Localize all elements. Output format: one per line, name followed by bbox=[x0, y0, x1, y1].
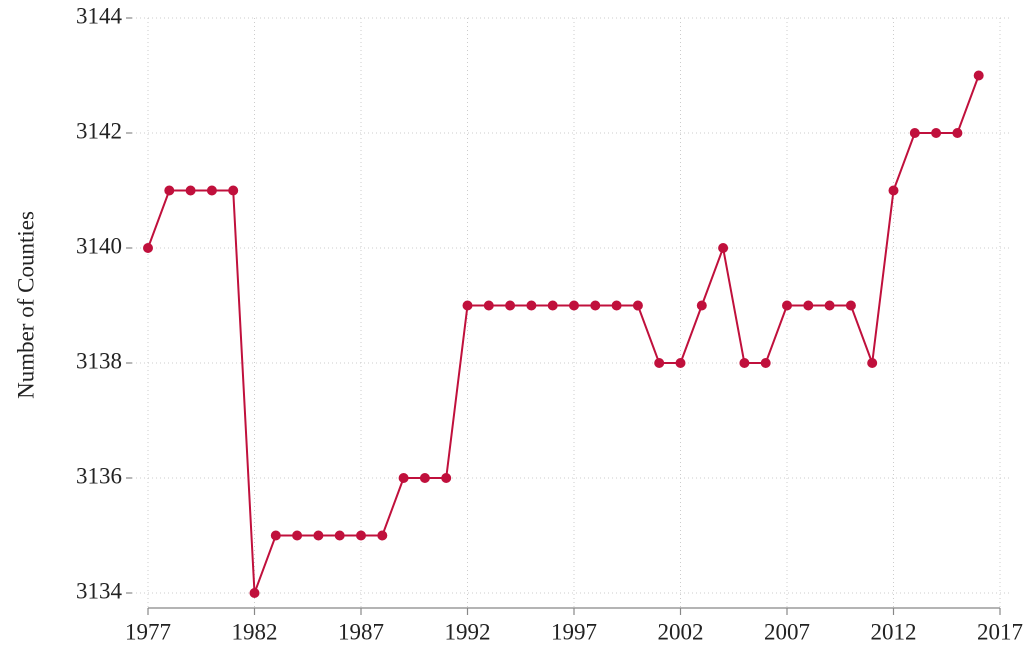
point bbox=[419, 473, 430, 483]
point bbox=[483, 300, 494, 311]
y-tick-label: 3140 bbox=[76, 233, 122, 258]
point bbox=[206, 185, 217, 196]
y-axis-label: Number of Counties bbox=[13, 211, 38, 399]
x-tick-label: 1982 bbox=[232, 619, 278, 644]
x-tick-label: 1987 bbox=[338, 619, 384, 644]
point bbox=[867, 358, 878, 368]
point bbox=[334, 530, 345, 541]
point bbox=[888, 185, 899, 196]
y-tick-label: 3138 bbox=[76, 348, 122, 373]
point bbox=[313, 530, 324, 541]
y-tick-label: 3134 bbox=[76, 578, 123, 603]
point bbox=[824, 300, 835, 311]
point bbox=[803, 300, 814, 311]
x-tick-label: 2007 bbox=[764, 619, 810, 644]
x-tick-label: 2002 bbox=[658, 619, 704, 644]
point bbox=[952, 128, 963, 138]
x-tick-label: 1977 bbox=[125, 619, 171, 644]
x-tick-label: 1992 bbox=[445, 619, 491, 644]
y-tick-label: 3142 bbox=[76, 118, 122, 143]
point bbox=[654, 358, 665, 368]
point bbox=[739, 358, 750, 368]
point bbox=[356, 530, 366, 541]
point bbox=[547, 300, 558, 311]
point bbox=[526, 300, 537, 311]
x-tick-label: 2017 bbox=[977, 619, 1023, 644]
y-tick-label: 3144 bbox=[76, 3, 123, 28]
point bbox=[505, 300, 516, 311]
point bbox=[611, 300, 622, 311]
point bbox=[569, 300, 579, 311]
point bbox=[377, 530, 388, 541]
y-tick-label: 3136 bbox=[76, 463, 122, 488]
point bbox=[270, 530, 281, 541]
point bbox=[398, 473, 409, 483]
point bbox=[760, 358, 771, 368]
point bbox=[292, 530, 303, 541]
point bbox=[462, 300, 473, 311]
point bbox=[249, 588, 260, 598]
point bbox=[228, 185, 239, 196]
line bbox=[147, 75, 980, 594]
point bbox=[185, 185, 196, 196]
point bbox=[909, 128, 920, 138]
point bbox=[782, 300, 792, 311]
point bbox=[632, 300, 643, 311]
point bbox=[164, 185, 175, 196]
point bbox=[973, 70, 984, 81]
point bbox=[590, 300, 601, 311]
point bbox=[718, 243, 729, 253]
point bbox=[675, 358, 686, 368]
point bbox=[143, 243, 153, 253]
point bbox=[845, 300, 856, 311]
point bbox=[441, 473, 452, 483]
point bbox=[931, 128, 942, 138]
point bbox=[696, 300, 707, 311]
x-tick-label: 1997 bbox=[551, 619, 597, 644]
x-tick-label: 2012 bbox=[871, 619, 917, 644]
